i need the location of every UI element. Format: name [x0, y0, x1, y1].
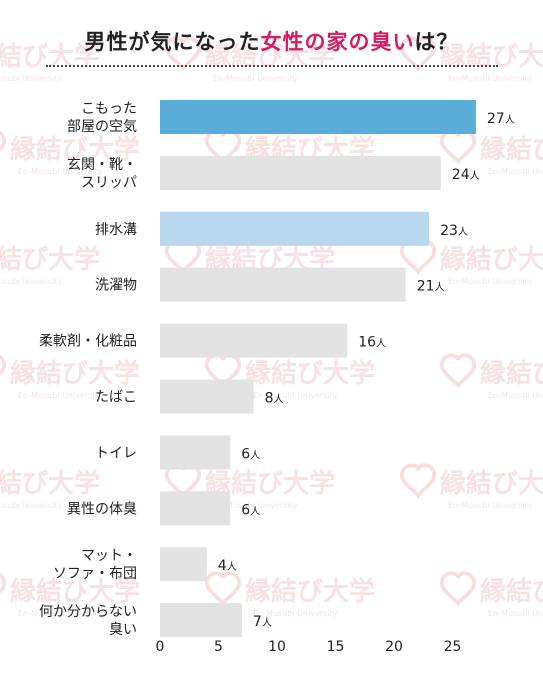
svg-text:En-Musubi University: En-Musubi University: [0, 74, 63, 83]
bar: [160, 435, 231, 470]
svg-text:En-Musubi University: En-Musubi University: [18, 167, 103, 176]
category-label: 洗濯物: [95, 278, 137, 294]
category-label: 柔軟剤・化粧品: [39, 334, 137, 350]
bar: [160, 155, 441, 190]
svg-text:En-Musubi University: En-Musubi University: [448, 277, 533, 286]
category-label: 異性の体臭: [67, 501, 137, 517]
bar: [160, 211, 430, 246]
svg-text:縁結び大学: 縁結び大学: [0, 244, 100, 275]
watermark-logo: 縁結び大学 En-Musubi University: [0, 130, 140, 176]
svg-text:En-Musubi University: En-Musubi University: [213, 501, 298, 510]
watermark-logo: 縁結び大学 En-Musubi University: [0, 354, 140, 400]
svg-text:En-Musubi University: En-Musubi University: [18, 609, 103, 618]
bar-value-label: 21人: [417, 279, 445, 295]
watermark-logo: 縁結び大学 En-Musubi University: [0, 572, 140, 618]
category-label: 玄関・靴・: [67, 156, 137, 173]
category-label: トイレ: [95, 445, 137, 461]
watermark-logo: 縁結び大学 En-Musubi University: [204, 571, 375, 618]
bar: [160, 100, 476, 134]
bar-value-label: 4人: [218, 558, 237, 574]
x-tick-label: 15: [327, 639, 345, 655]
category-label: こもった: [81, 101, 137, 117]
svg-text:En-Musubi University: En-Musubi University: [448, 501, 533, 510]
x-tick-label: 0: [156, 639, 165, 655]
title-part2: は？: [414, 30, 459, 54]
bar-value-label: 8人: [265, 391, 284, 407]
category-label: 臭い: [109, 622, 137, 638]
bar: [160, 491, 231, 526]
svg-text:En-Musubi University: En-Musubi University: [18, 391, 103, 400]
bar: [160, 267, 406, 302]
svg-text:縁結び大学: 縁結び大学: [480, 134, 543, 165]
svg-text:縁結び大学: 縁結び大学: [440, 244, 543, 275]
x-tick-label: 10: [268, 639, 286, 655]
svg-text:En-Musubi University: En-Musubi University: [0, 501, 63, 510]
bar-value-label: 16人: [358, 335, 386, 351]
svg-text:縁結び大学: 縁結び大学: [480, 576, 543, 607]
svg-text:En-Musubi University: En-Musubi University: [488, 609, 543, 618]
watermark-logo: 縁結び大学 En-Musubi University: [439, 129, 543, 176]
svg-text:En-Musubi University: En-Musubi University: [213, 74, 298, 83]
category-label: 部屋の空気: [67, 119, 137, 135]
bar: [160, 323, 348, 358]
svg-text:縁結び大学: 縁結び大学: [0, 468, 100, 499]
bar-value-label: 24人: [452, 167, 480, 183]
svg-text:En-Musubi University: En-Musubi University: [488, 167, 543, 176]
title-divider: [46, 65, 498, 67]
bar-value-label: 7人: [253, 614, 272, 630]
title-highlight: 女性の家の臭い: [260, 30, 415, 54]
category-label: 排水溝: [95, 222, 137, 238]
category-label: スリッパ: [81, 175, 137, 191]
watermark-logo: 縁結び大学 En-Musubi University: [439, 571, 543, 618]
bar: [160, 603, 242, 638]
watermark-logo: 縁結び大学 En-Musubi University: [0, 244, 100, 286]
chart-title: 男性が気になった女性の家の臭いは？: [0, 26, 543, 56]
category-label: たばこ: [95, 390, 137, 406]
bar: [160, 547, 207, 582]
category-label: 何か分からない: [39, 604, 137, 620]
svg-text:En-Musubi University: En-Musubi University: [253, 391, 338, 400]
bar: [160, 379, 254, 414]
svg-text:縁結び大学: 縁結び大学: [480, 358, 543, 389]
watermark-logo: 縁結び大学 En-Musubi University: [204, 353, 375, 400]
category-label: ソファ・布団: [53, 566, 137, 582]
bar-value-label: 27人: [487, 111, 515, 127]
svg-text:En-Musubi University: En-Musubi University: [488, 391, 543, 400]
watermark-logo: 縁結び大学 En-Musubi University: [399, 239, 543, 286]
x-tick-label: 25: [444, 639, 462, 655]
svg-text:En-Musubi University: En-Musubi University: [0, 277, 63, 286]
bar-value-label: 6人: [241, 446, 260, 462]
watermark-logo: 縁結び大学 En-Musubi University: [0, 468, 100, 510]
svg-text:縁結び大学: 縁結び大学: [10, 576, 140, 607]
watermark-logo: 縁結び大学 En-Musubi University: [399, 463, 543, 510]
svg-text:縁結び大学: 縁結び大学: [10, 134, 140, 165]
svg-text:En-Musubi University: En-Musubi University: [253, 609, 338, 618]
bar-value-label: 6人: [241, 502, 260, 518]
category-label: マット・: [81, 548, 137, 564]
svg-text:縁結び大学: 縁結び大学: [245, 576, 375, 607]
watermark-logo: 縁結び大学 En-Musubi University: [439, 353, 543, 400]
svg-text:En-Musubi University: En-Musubi University: [448, 74, 533, 83]
title-part1: 男性が気になった: [84, 30, 261, 54]
svg-text:縁結び大学: 縁結び大学: [440, 468, 543, 499]
x-tick-label: 20: [385, 639, 403, 655]
svg-text:縁結び大学: 縁結び大学: [245, 358, 375, 389]
bar-value-label: 23人: [440, 223, 468, 239]
svg-text:縁結び大学: 縁結び大学: [10, 358, 140, 389]
x-tick-label: 5: [214, 639, 223, 655]
